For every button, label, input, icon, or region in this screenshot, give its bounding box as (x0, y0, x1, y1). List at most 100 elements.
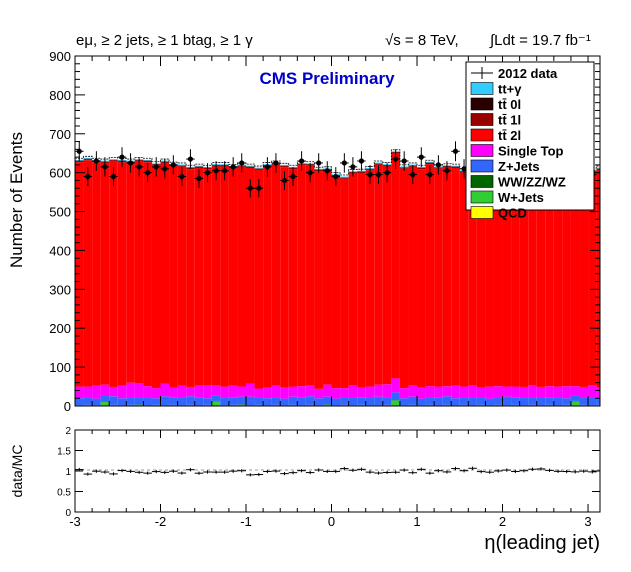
bar-zjets (519, 397, 529, 406)
data-point (281, 177, 288, 184)
bar-tt2l (442, 167, 452, 387)
bar-singletop (579, 386, 589, 398)
bar-zjets (391, 392, 400, 401)
data-point (324, 168, 330, 174)
bar-ttgamma (177, 164, 187, 166)
bar-singletop (134, 383, 144, 398)
data-point (247, 185, 253, 191)
bar-zjets (451, 398, 460, 406)
data-point (452, 148, 459, 154)
bar-singletop (143, 386, 152, 398)
bar-tt2l (117, 162, 127, 386)
bar-ttgamma (408, 164, 418, 166)
bar-zjets (417, 398, 426, 406)
bar-wjets (322, 404, 332, 406)
bar-zjets (340, 397, 349, 405)
bar-zjets (511, 397, 520, 405)
data-point (307, 170, 313, 176)
bar-wjets (570, 401, 580, 406)
legend-label: tt̄ 2l (498, 128, 521, 143)
bar-singletop (476, 387, 486, 398)
bar-singletop (246, 383, 255, 397)
stacked-bars (75, 149, 600, 406)
bar-tt2l (502, 166, 512, 387)
bar-tt2l (425, 164, 435, 387)
bar-tt2l (579, 174, 589, 387)
bar-tt2l (314, 171, 323, 389)
bar-tt1l (596, 168, 600, 170)
data-point (145, 170, 151, 176)
data-point (196, 175, 202, 182)
data-point (153, 164, 159, 170)
x-tick-label: -2 (155, 514, 167, 529)
selection-label: eμ, ≥ 2 jets, ≥ 1 btag, ≥ 1 γ (76, 32, 253, 49)
bar-zjets (117, 398, 127, 406)
bar-zjets (485, 398, 494, 406)
bar-zjets (75, 398, 84, 406)
legend-label: WW/ZZ/WZ (498, 175, 566, 190)
bar-zjets (92, 398, 101, 406)
data-point (298, 158, 305, 164)
bar-tt2l (186, 169, 195, 387)
data-point (401, 158, 407, 164)
legend-label: tt̄ 0l (498, 97, 521, 112)
bar-ttgamma (280, 164, 289, 166)
bar-zjets (186, 396, 195, 405)
bar-singletop (160, 383, 170, 397)
bar-ttgamma (194, 165, 204, 167)
y-tick-label: 0 (64, 399, 71, 414)
bar-singletop (451, 385, 460, 399)
bar-tt1l (417, 168, 426, 170)
bar-singletop (399, 388, 409, 399)
bar-singletop (340, 388, 349, 398)
bar-ttgamma (143, 159, 152, 161)
bar-zjets (211, 395, 221, 401)
data-point (239, 160, 245, 166)
bar-zjets (502, 396, 512, 406)
bar-wjets (211, 401, 221, 406)
bar-singletop (288, 386, 298, 397)
bar-tt2l (553, 169, 563, 387)
x-tick-label: 3 (584, 514, 591, 529)
bar-zjets (476, 397, 486, 405)
bar-singletop (186, 386, 195, 397)
legend-label: tt̄ 1l (498, 113, 521, 128)
bar-tt2l (493, 167, 503, 387)
bar-singletop (562, 386, 571, 399)
bar-tt1l (75, 161, 84, 163)
data-point (264, 164, 270, 170)
bar-singletop (596, 387, 600, 398)
bar-zjets (322, 396, 332, 405)
bar-singletop (442, 386, 452, 397)
bar-tt1l (425, 162, 435, 165)
bar-singletop (502, 386, 512, 397)
bar-singletop (280, 387, 289, 399)
data-point (427, 172, 433, 178)
x-tick-label: 0 (328, 514, 335, 529)
bar-singletop (434, 386, 443, 398)
bar-wjets (237, 404, 247, 406)
legend-swatch-qcd (470, 206, 494, 219)
bar-zjets (434, 397, 443, 406)
data-point (358, 158, 365, 164)
ratio-y-tick-label: 0 (65, 508, 71, 519)
bar-tt2l (109, 161, 118, 387)
bar-tt2l (75, 162, 84, 387)
bar-zjets (143, 397, 152, 406)
ratio-y-tick-label: 0.5 (57, 488, 71, 499)
data-point (367, 172, 373, 178)
x-axis-title: η(leading jet) (484, 532, 600, 554)
bar-tt2l (511, 168, 520, 387)
bar-singletop (322, 384, 332, 397)
energy-label: √s = 8 TeV, (385, 32, 459, 49)
bar-tt2l (545, 172, 554, 387)
bar-singletop (365, 386, 375, 398)
data-point (375, 172, 382, 178)
y-tick-label: 400 (49, 243, 71, 258)
legend-label: W+Jets (498, 190, 544, 205)
data-point (230, 164, 236, 170)
bar-singletop (408, 385, 418, 397)
bar-tt2l (399, 168, 409, 389)
